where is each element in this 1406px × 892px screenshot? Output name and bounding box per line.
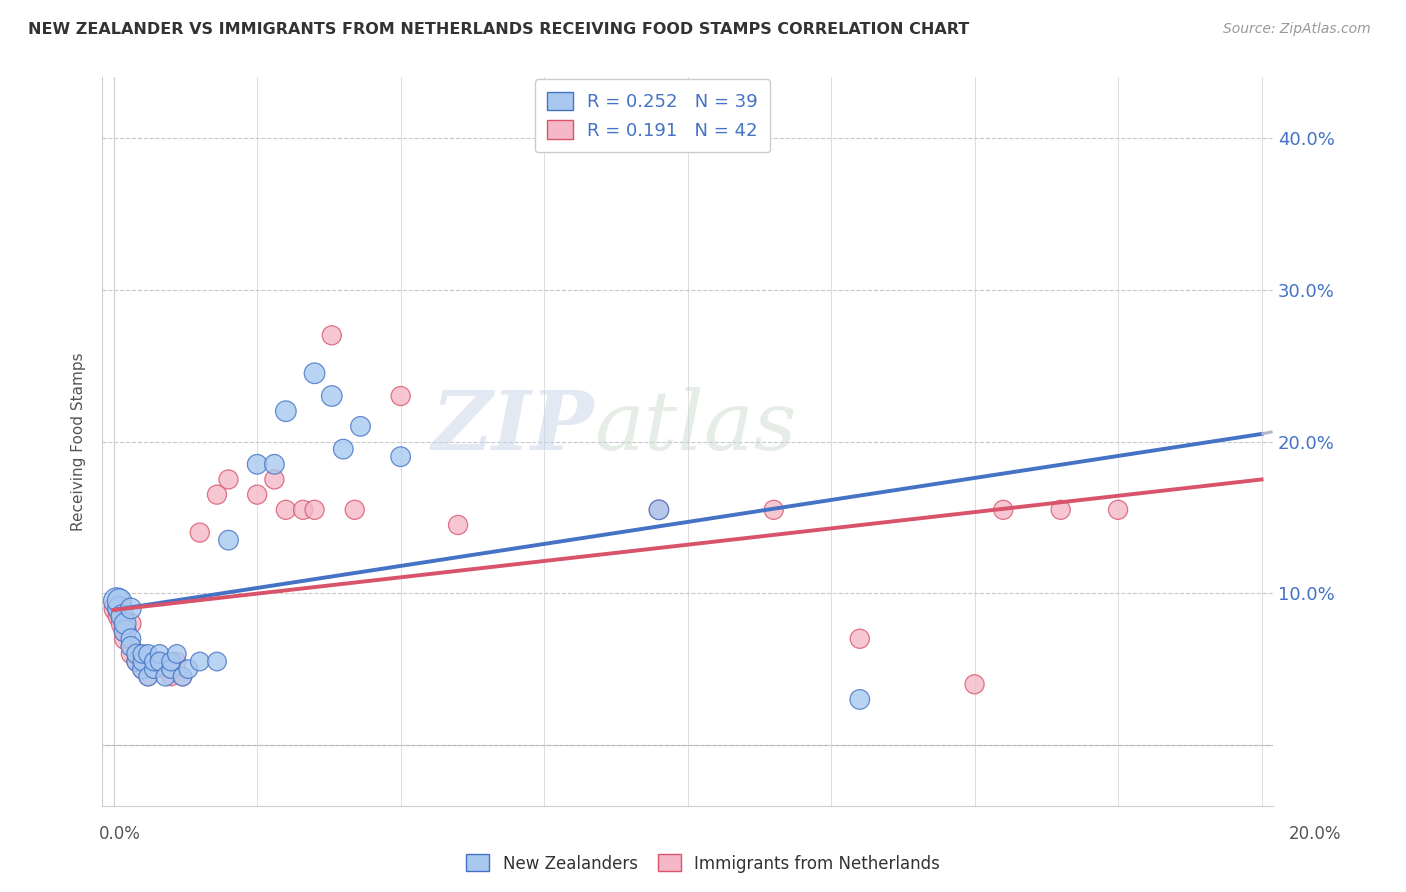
Point: [142, 662, 165, 676]
Point: [648, 503, 671, 517]
Point: [120, 647, 142, 661]
Point: [142, 662, 165, 676]
Point: [188, 655, 211, 669]
Point: [160, 670, 183, 684]
Point: [120, 640, 142, 654]
Point: [149, 655, 172, 669]
Point: [160, 655, 183, 669]
Point: [177, 662, 200, 676]
Point: [120, 632, 142, 646]
Point: [1049, 503, 1071, 517]
Point: [131, 655, 153, 669]
Point: [155, 662, 177, 676]
Point: [105, 594, 128, 608]
Point: [263, 473, 285, 487]
Point: [136, 647, 159, 661]
Point: [114, 616, 136, 631]
Legend: New Zealanders, Immigrants from Netherlands: New Zealanders, Immigrants from Netherla…: [460, 847, 946, 880]
Point: [343, 503, 366, 517]
Point: [108, 594, 131, 608]
Point: [963, 677, 986, 691]
Point: [125, 655, 148, 669]
Text: atlas: atlas: [593, 387, 796, 467]
Point: [149, 647, 172, 661]
Legend: R = 0.252   N = 39, R = 0.191   N = 42: R = 0.252 N = 39, R = 0.191 N = 42: [534, 79, 770, 153]
Point: [142, 655, 165, 669]
Point: [246, 488, 269, 502]
Point: [1107, 503, 1129, 517]
Point: [849, 692, 872, 706]
Point: [155, 670, 177, 684]
Point: [648, 503, 671, 517]
Point: [246, 458, 269, 472]
Point: [166, 647, 188, 661]
Point: [136, 670, 159, 684]
Point: [120, 601, 142, 615]
Point: [131, 655, 153, 669]
Point: [188, 525, 211, 540]
Point: [349, 419, 371, 434]
Point: [125, 647, 148, 661]
Text: 0.0%: 0.0%: [98, 825, 141, 843]
Point: [993, 503, 1015, 517]
Point: [304, 366, 326, 380]
Point: [205, 488, 228, 502]
Point: [160, 662, 183, 676]
Point: [114, 632, 136, 646]
Point: [114, 624, 136, 639]
Point: [332, 442, 354, 457]
Point: [111, 616, 134, 631]
Point: [125, 655, 148, 669]
Text: NEW ZEALANDER VS IMMIGRANTS FROM NETHERLANDS RECEIVING FOOD STAMPS CORRELATION C: NEW ZEALANDER VS IMMIGRANTS FROM NETHERL…: [28, 22, 969, 37]
Point: [160, 662, 183, 676]
Point: [321, 328, 343, 343]
Point: [292, 503, 315, 517]
Point: [136, 655, 159, 669]
Point: [131, 662, 153, 676]
Point: [389, 389, 412, 403]
Point: [849, 632, 872, 646]
Point: [111, 609, 134, 624]
Point: [136, 670, 159, 684]
Point: [149, 655, 172, 669]
Text: ZIP: ZIP: [432, 387, 593, 467]
Point: [142, 655, 165, 669]
Point: [131, 647, 153, 661]
Point: [218, 473, 240, 487]
Point: [108, 601, 131, 615]
Point: [125, 647, 148, 661]
Point: [447, 518, 470, 533]
Point: [263, 458, 285, 472]
Point: [131, 662, 153, 676]
Point: [205, 655, 228, 669]
Point: [172, 670, 194, 684]
Point: [166, 655, 188, 669]
Point: [108, 609, 131, 624]
Point: [114, 624, 136, 639]
Point: [274, 404, 297, 418]
Point: [120, 616, 142, 631]
Point: [321, 389, 343, 403]
Text: Source: ZipAtlas.com: Source: ZipAtlas.com: [1223, 22, 1371, 37]
Point: [762, 503, 785, 517]
Point: [304, 503, 326, 517]
Point: [274, 503, 297, 517]
Point: [120, 640, 142, 654]
Point: [108, 601, 131, 615]
Point: [172, 670, 194, 684]
Point: [389, 450, 412, 464]
Point: [105, 601, 128, 615]
Text: 20.0%: 20.0%: [1288, 825, 1341, 843]
Point: [218, 533, 240, 548]
Y-axis label: Receiving Food Stamps: Receiving Food Stamps: [72, 352, 86, 531]
